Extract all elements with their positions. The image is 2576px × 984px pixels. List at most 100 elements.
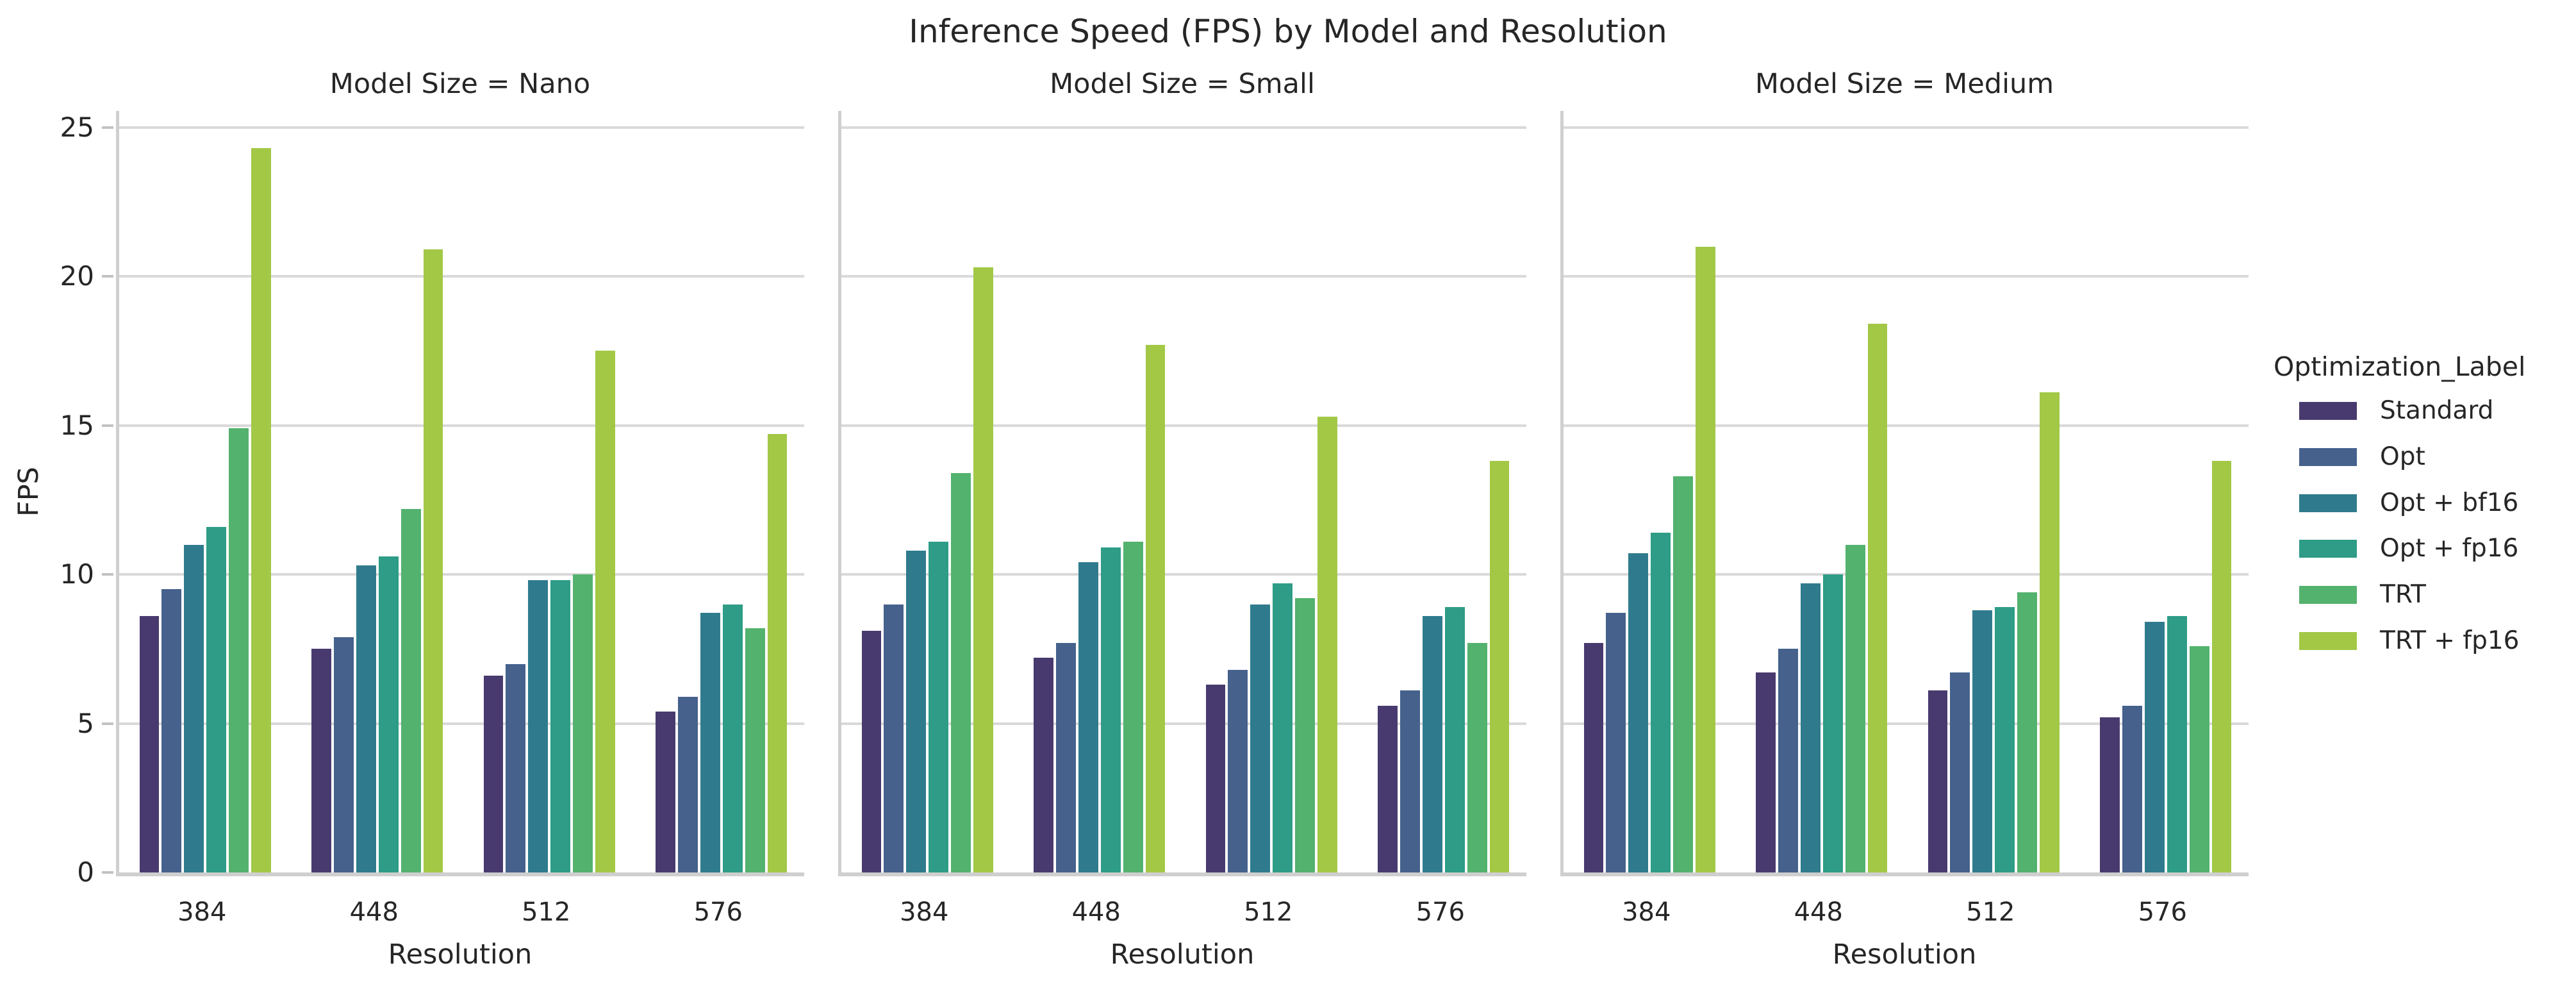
bar <box>1696 246 1715 872</box>
bar <box>973 267 993 872</box>
legend-swatch <box>2299 540 2357 558</box>
gridline <box>119 126 804 129</box>
legend-item-label: Opt + bf16 <box>2380 488 2519 517</box>
bar <box>1606 613 1626 872</box>
facet-title: Model Size = Small <box>1050 68 1315 100</box>
chart-title: Inference Speed (FPS) by Model and Resol… <box>909 13 1667 50</box>
gridline <box>1564 573 2249 576</box>
y-tick-label: 15 <box>60 409 94 441</box>
legend-item-label: Standard <box>2380 396 2494 425</box>
bar <box>722 604 743 872</box>
bar <box>1378 705 1398 872</box>
bar <box>595 351 615 872</box>
y-tick-mark <box>102 871 113 874</box>
bar <box>378 556 399 872</box>
bar <box>767 434 788 872</box>
bar <box>483 676 504 872</box>
bar <box>1444 607 1465 872</box>
facet-title: Model Size = Medium <box>1754 68 2054 100</box>
bar <box>2144 622 2165 872</box>
bar <box>1928 690 1948 872</box>
x-tick-label: 384 <box>1622 897 1671 927</box>
y-tick-label: 0 <box>77 856 94 888</box>
facet-title: Model Size = Nano <box>329 68 591 100</box>
bar <box>1972 610 1993 872</box>
legend-title: Optimization_Label <box>2274 351 2526 382</box>
gridline <box>1564 424 2249 427</box>
legend-item-label: TRT + fp16 <box>2380 626 2520 655</box>
axes-panel <box>1560 111 2249 876</box>
bar <box>1317 416 1337 872</box>
y-tick-label: 20 <box>60 260 94 292</box>
gridline <box>1564 126 2249 129</box>
legend-swatch <box>2299 494 2357 512</box>
bar <box>251 148 271 872</box>
x-tick-label: 384 <box>900 897 949 927</box>
bar <box>1778 649 1798 872</box>
gridline <box>119 573 804 576</box>
bar <box>1123 541 1143 872</box>
bar <box>1845 544 1865 872</box>
bar <box>1673 476 1694 872</box>
x-axis-label: Resolution <box>1110 938 1255 971</box>
y-tick-mark <box>102 573 113 576</box>
bar <box>2211 461 2232 872</box>
bar <box>229 428 249 872</box>
bar <box>884 604 904 872</box>
x-axis-label: Resolution <box>1832 938 1977 971</box>
bar <box>1467 642 1487 872</box>
x-tick-label: 512 <box>1966 897 2015 927</box>
bar <box>550 580 571 872</box>
bar <box>2100 717 2120 872</box>
bar <box>1399 690 1420 872</box>
bar <box>929 541 949 872</box>
legend-swatch <box>2299 586 2357 605</box>
bar <box>1800 583 1821 872</box>
gridline <box>841 722 1526 725</box>
x-tick-label: 512 <box>1244 897 1293 927</box>
bar <box>528 580 549 872</box>
y-axis-label: FPS <box>13 467 45 517</box>
bar <box>745 628 765 872</box>
bar <box>861 631 882 872</box>
gridline <box>119 722 804 725</box>
bar <box>1422 616 1442 872</box>
gridline <box>841 275 1526 278</box>
y-tick-mark <box>102 424 113 427</box>
gridline <box>841 126 1526 129</box>
bar <box>1100 547 1121 872</box>
bar <box>1295 598 1316 872</box>
x-tick-label: 576 <box>2138 897 2187 927</box>
gridline <box>119 275 804 278</box>
gridline <box>841 573 1526 576</box>
bar <box>1867 324 1888 872</box>
bar <box>1628 553 1649 872</box>
bar <box>1055 642 1076 872</box>
bar <box>1078 562 1098 872</box>
x-tick-label: 512 <box>522 897 571 927</box>
bar <box>1651 532 1671 872</box>
axes-panel <box>116 111 804 876</box>
y-tick-label: 10 <box>60 558 94 590</box>
x-tick-label: 384 <box>178 897 227 927</box>
bar <box>1250 604 1271 872</box>
bar <box>2189 646 2209 872</box>
bar <box>311 649 331 872</box>
bar <box>2167 616 2187 872</box>
bar <box>400 508 421 872</box>
axes-panel <box>838 111 1526 876</box>
bar <box>206 526 227 872</box>
bar <box>1822 574 1843 872</box>
bar <box>951 472 971 872</box>
bar <box>506 663 526 872</box>
bar <box>2040 392 2060 872</box>
bar <box>1756 672 1776 872</box>
bar <box>356 565 376 872</box>
bar <box>1145 344 1166 872</box>
bar <box>1489 461 1510 872</box>
bar <box>1950 672 1970 872</box>
gridline <box>119 424 804 427</box>
bar <box>333 637 354 872</box>
